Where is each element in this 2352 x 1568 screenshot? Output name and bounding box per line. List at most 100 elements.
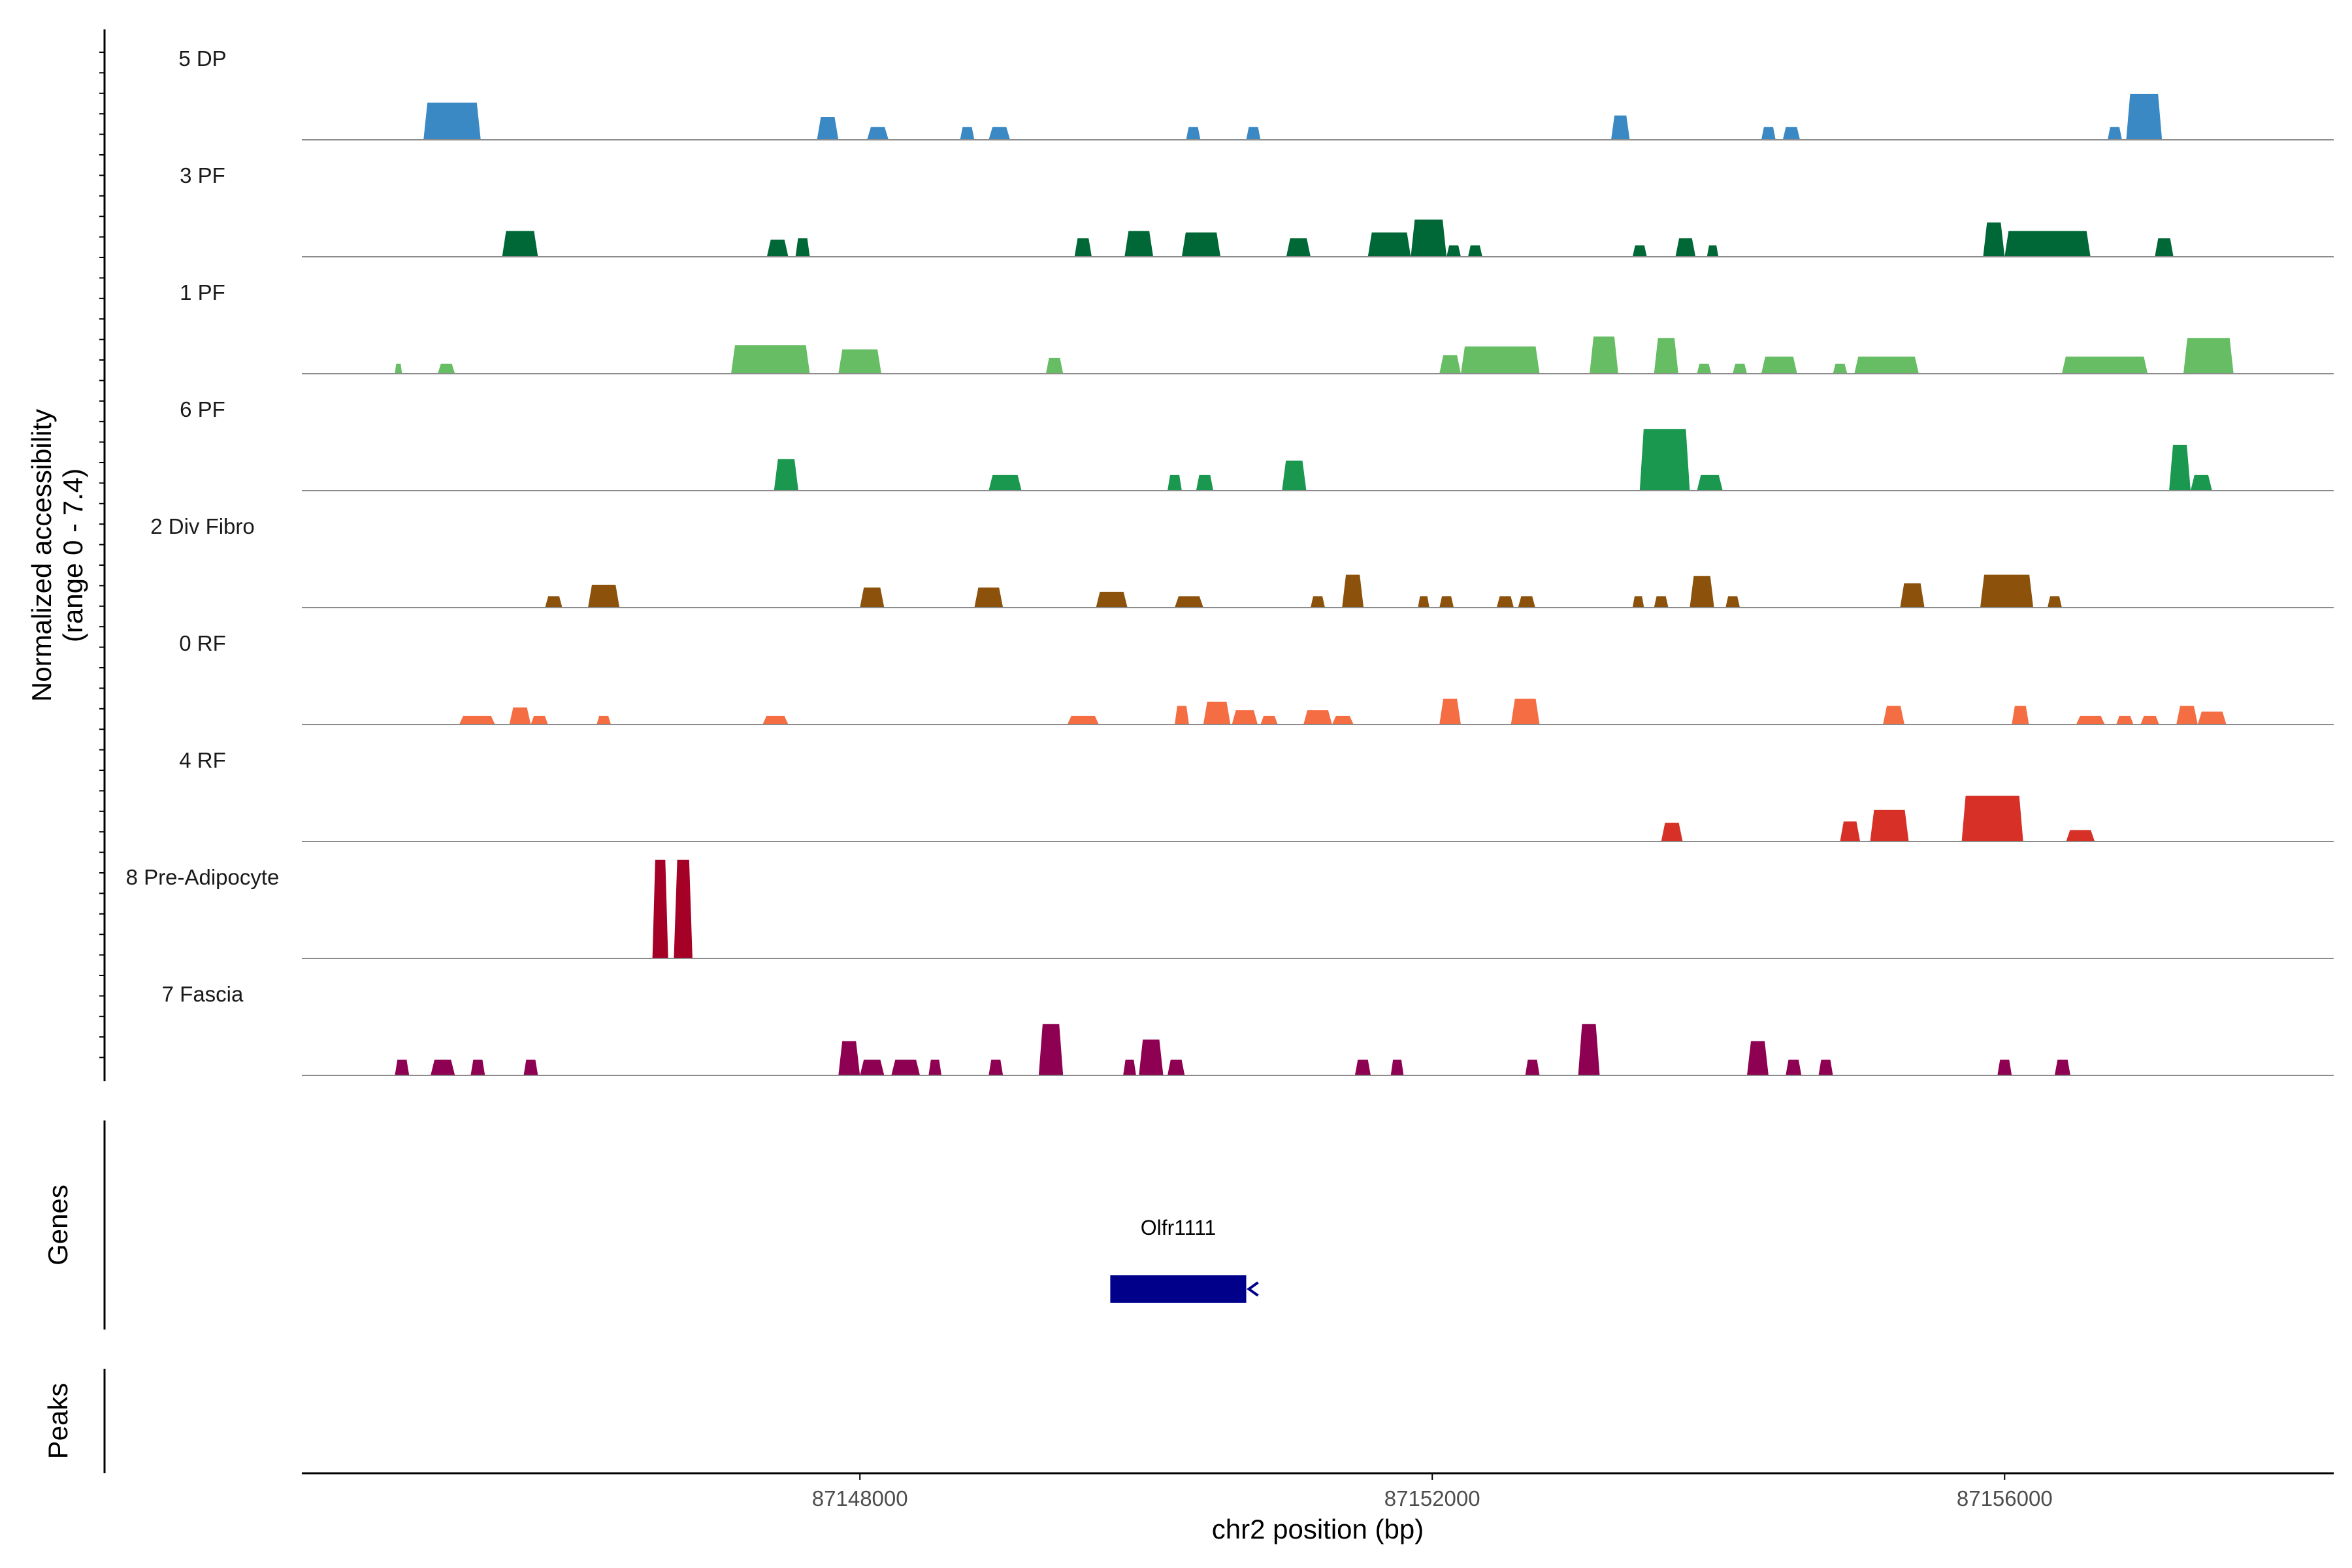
- coverage-peak: [1707, 245, 1719, 257]
- track-label: 7 Fascia: [162, 982, 244, 1006]
- coverage-peak: [1900, 583, 1925, 608]
- coverage-peak: [1661, 823, 1683, 841]
- track-3-pf: 3 PF: [180, 163, 2334, 257]
- coverage-peak: [1282, 461, 1307, 491]
- coverage-peak: [2012, 706, 2029, 725]
- coverage-peak: [1840, 821, 1861, 841]
- coverage-peak: [1761, 356, 1797, 374]
- coverage-peak: [2116, 715, 2134, 725]
- coverage-peak: [674, 859, 693, 958]
- coverage-peak: [1733, 363, 1747, 374]
- coverage-peak: [2061, 356, 2148, 374]
- tracks-layer: 5 DP 3 PF 1 PF 6 PF 2 Div Fibro 0 RF 4 RF 8 Pre…: [126, 46, 2334, 1076]
- coverage-peak: [1203, 702, 1231, 725]
- coverage-peak: [1468, 245, 1482, 257]
- coverage-peak: [1168, 1059, 1185, 1075]
- coverage-peak: [1074, 238, 1092, 257]
- coverage-peak: [431, 1059, 455, 1075]
- x-tick-label: 87148000: [812, 1486, 908, 1511]
- genes-panel-title: Genes: [42, 1184, 73, 1266]
- coverage-peak: [1870, 809, 1909, 841]
- coverage-peak: [2048, 596, 2062, 608]
- coverage-peak: [795, 238, 810, 257]
- coverage-peak: [974, 587, 1004, 608]
- coverage-peak: [1639, 429, 1690, 491]
- coverage-peak: [774, 459, 798, 491]
- coverage-peak: [1461, 346, 1540, 374]
- coverage-peak: [838, 349, 881, 374]
- track-0-rf: 0 RF: [179, 631, 2334, 725]
- coverage-peak: [1411, 220, 1447, 257]
- coverage-peak: [1854, 356, 1919, 374]
- coverage-peak: [731, 345, 810, 374]
- coverage-peak: [1980, 574, 2034, 608]
- coverage-peak: [652, 859, 668, 958]
- coverage-peak: [1175, 706, 1189, 725]
- x-tick-label: 87156000: [1957, 1486, 2053, 1511]
- track-label: 0 RF: [179, 631, 226, 655]
- gene-body: [1110, 1275, 1247, 1303]
- coverage-peak: [1697, 363, 1712, 374]
- x-tick-label: 87152000: [1384, 1486, 1480, 1511]
- coverage-peak: [531, 715, 548, 725]
- track-6-pf: 6 PF: [180, 397, 2334, 491]
- coverage-peak: [1303, 710, 1332, 725]
- coverage-peak: [1654, 596, 1669, 608]
- coverage-peak: [860, 587, 885, 608]
- coverage-peak: [1675, 238, 1696, 257]
- coverage-peak: [762, 715, 789, 725]
- coverage-peak: [1496, 596, 1514, 608]
- coverage-peak: [1833, 363, 1848, 374]
- track-label: 2 Div Fibro: [150, 514, 255, 538]
- coverage-peak: [988, 127, 1011, 140]
- y-axis-title: Normalized accessibility: [26, 409, 57, 702]
- coverage-peak: [395, 1059, 410, 1075]
- gene-label: Olfr1111: [1141, 1216, 1217, 1239]
- track-label: 6 PF: [180, 397, 225, 421]
- coverage-peak: [860, 1059, 885, 1075]
- coverage-peak: [1196, 474, 1214, 491]
- coverage-peak: [1446, 245, 1461, 257]
- coverage-peak: [1632, 596, 1644, 608]
- coverage-peak: [1181, 232, 1221, 257]
- coverage-peak: [1246, 127, 1261, 140]
- coverage-peak: [928, 1059, 941, 1075]
- coverage-peak: [1045, 357, 1064, 374]
- coverage-peak: [1611, 115, 1630, 140]
- coverage-peak: [459, 715, 495, 725]
- coverage-peak: [1578, 1024, 1600, 1075]
- x-axis-ticks: 87148000 87152000 87156000: [812, 1473, 2053, 1511]
- coverage-peak: [988, 474, 1022, 491]
- coverage-peak: [1518, 596, 1535, 608]
- track-label: 1 PF: [180, 280, 225, 304]
- coverage-peak: [1747, 1041, 1769, 1075]
- coverage-peak: [2076, 715, 2105, 725]
- coverage-peak: [1725, 596, 1740, 608]
- coverage-peak: [1697, 474, 1723, 491]
- coverage-peak: [1782, 127, 1801, 140]
- coverage-peak: [523, 1059, 538, 1075]
- coverage-peak: [2054, 1059, 2070, 1075]
- coverage-peak: [1525, 1059, 1540, 1075]
- coverage-peak: [509, 707, 531, 725]
- coverage-peak: [1367, 232, 1411, 257]
- coverage-peak: [2183, 338, 2234, 374]
- coverage-peak: [817, 117, 839, 140]
- coverage-peak: [1331, 715, 1354, 725]
- coverage-peak: [1286, 238, 1311, 257]
- coverage-peak: [596, 715, 612, 725]
- coverage-peak: [2176, 706, 2198, 725]
- coverage-peak: [1590, 336, 1618, 374]
- coverage-peak: [1690, 576, 1714, 608]
- coverage-peak: [1439, 596, 1454, 608]
- coverage-peak: [423, 103, 481, 140]
- coverage-peak: [838, 1041, 860, 1075]
- coverage-peak: [588, 585, 620, 608]
- coverage-peak: [1168, 474, 1182, 491]
- coverage-peak: [1124, 231, 1154, 257]
- coverage-peak: [1511, 698, 1540, 725]
- x-axis-title: chr2 position (bp): [1212, 1514, 1424, 1544]
- coverage-peak: [891, 1059, 921, 1075]
- coverage-peak: [1883, 706, 1904, 725]
